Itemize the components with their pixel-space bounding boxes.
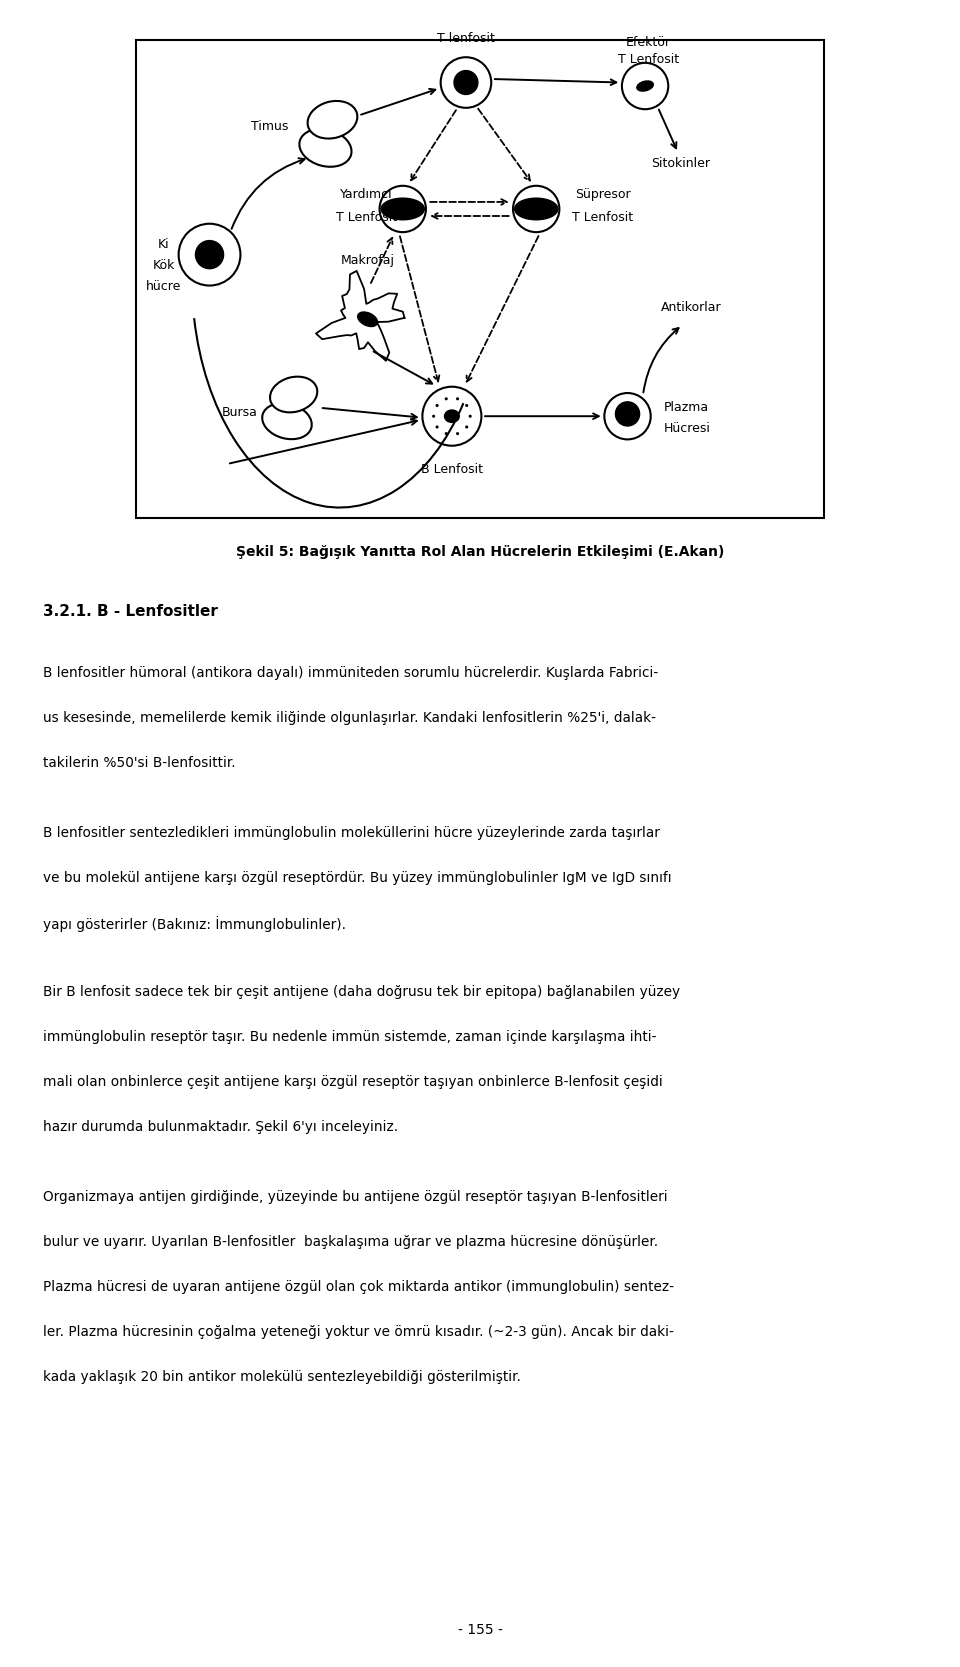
Circle shape xyxy=(468,415,471,418)
Circle shape xyxy=(444,397,447,400)
Text: 3.2.1. B - Lenfositler: 3.2.1. B - Lenfositler xyxy=(43,603,218,618)
Text: us kesesinde, memelilerde kemik iliğinde olgunlaşırlar. Kandaki lenfositlerin %2: us kesesinde, memelilerde kemik iliğinde… xyxy=(43,710,657,725)
Polygon shape xyxy=(316,272,404,360)
Circle shape xyxy=(444,432,447,435)
Text: T Lenfosit: T Lenfosit xyxy=(336,212,396,223)
Ellipse shape xyxy=(307,102,357,138)
Text: ve bu molekül antijene karşı özgül reseptördür. Bu yüzey immünglobulinler IgM ve: ve bu molekül antijene karşı özgül resep… xyxy=(43,870,672,885)
Circle shape xyxy=(466,403,468,407)
Circle shape xyxy=(196,240,224,268)
Ellipse shape xyxy=(444,410,459,422)
Ellipse shape xyxy=(270,377,318,412)
Text: Kök: Kök xyxy=(153,258,175,272)
Text: Bursa: Bursa xyxy=(222,407,257,418)
Circle shape xyxy=(622,63,668,110)
Circle shape xyxy=(379,185,426,232)
Text: T Lenfosit: T Lenfosit xyxy=(572,212,634,223)
Ellipse shape xyxy=(262,403,312,438)
Circle shape xyxy=(441,57,492,108)
Circle shape xyxy=(605,393,651,440)
Text: Makrofaj: Makrofaj xyxy=(341,255,395,267)
Text: Sitokinler: Sitokinler xyxy=(651,157,709,170)
Text: B Lenfosit: B Lenfosit xyxy=(420,462,483,475)
Text: B lenfositler sentezledikleri immünglobulin moleküllerini hücre yüzeylerinde zar: B lenfositler sentezledikleri immünglobu… xyxy=(43,825,660,840)
Text: mali olan onbinlerce çeşit antijene karşı özgül reseptör taşıyan onbinlerce B-le: mali olan onbinlerce çeşit antijene karş… xyxy=(43,1075,663,1089)
Text: Hücresi: Hücresi xyxy=(664,422,711,435)
Circle shape xyxy=(432,415,435,418)
Text: T Lenfosit: T Lenfosit xyxy=(618,53,679,67)
Text: Antikorlar: Antikorlar xyxy=(660,300,721,313)
Ellipse shape xyxy=(515,198,558,220)
Text: immünglobulin reseptör taşır. Bu nedenle immün sistemde, zaman içinde karşılaşma: immünglobulin reseptör taşır. Bu nedenle… xyxy=(43,1030,657,1044)
Text: T lenfosit: T lenfosit xyxy=(437,32,495,45)
Text: Şekil 5: Bağışık Yanıtta Rol Alan Hücrelerin Etkileşimi (E.Akan): Şekil 5: Bağışık Yanıtta Rol Alan Hücrel… xyxy=(236,545,724,560)
Text: kada yaklaşık 20 bin antikor molekülü sentezleyebildiği gösterilmiştir.: kada yaklaşık 20 bin antikor molekülü se… xyxy=(43,1370,521,1384)
Text: takilerin %50'si B-lenfosittir.: takilerin %50'si B-lenfosittir. xyxy=(43,755,236,770)
Text: Timus: Timus xyxy=(251,120,288,133)
Circle shape xyxy=(513,185,560,232)
Text: ler. Plazma hücresinin çoğalma yeteneği yoktur ve ömrü kısadır. (~2-3 gün). Anca: ler. Plazma hücresinin çoğalma yeteneği … xyxy=(43,1325,674,1339)
Circle shape xyxy=(422,387,481,445)
Circle shape xyxy=(436,425,439,428)
Text: hazır durumda bulunmaktadır. Şekil 6'yı inceleyiniz.: hazır durumda bulunmaktadır. Şekil 6'yı … xyxy=(43,1120,398,1134)
Text: Ki: Ki xyxy=(158,238,170,250)
Text: Süpresor: Süpresor xyxy=(575,188,631,202)
Text: Organizmaya antijen girdiğinde, yüzeyinde bu antijene özgül reseptör taşıyan B-l: Organizmaya antijen girdiğinde, yüzeyind… xyxy=(43,1190,668,1204)
Text: hücre: hücre xyxy=(146,280,181,293)
Circle shape xyxy=(179,223,240,285)
Circle shape xyxy=(466,425,468,428)
Circle shape xyxy=(454,70,478,95)
Ellipse shape xyxy=(381,198,424,220)
Text: Plazma: Plazma xyxy=(664,402,709,415)
Ellipse shape xyxy=(636,82,654,92)
Circle shape xyxy=(436,403,439,407)
Text: Bir B lenfosit sadece tek bir çeşit antijene (daha doğrusu tek bir epitopa) bağl: Bir B lenfosit sadece tek bir çeşit anti… xyxy=(43,985,681,999)
Text: yapı gösterirler (Bakınız: İmmunglobulinler).: yapı gösterirler (Bakınız: İmmunglobulin… xyxy=(43,915,347,932)
Text: - 155 -: - 155 - xyxy=(458,1624,502,1637)
Circle shape xyxy=(615,402,639,427)
Ellipse shape xyxy=(300,128,351,167)
Circle shape xyxy=(456,432,459,435)
Circle shape xyxy=(456,397,459,400)
Text: B lenfositler hümoral (antikora dayalı) immüniteden sorumlu hücrelerdir. Kuşlard: B lenfositler hümoral (antikora dayalı) … xyxy=(43,665,659,680)
Ellipse shape xyxy=(358,312,377,327)
Text: Efektör: Efektör xyxy=(626,37,671,50)
Text: Yardımcı: Yardımcı xyxy=(340,188,393,202)
Text: bulur ve uyarır. Uyarılan B-lenfositler  başkalaşıma uğrar ve plazma hücresine d: bulur ve uyarır. Uyarılan B-lenfositler … xyxy=(43,1235,659,1249)
Text: Plazma hücresi de uyaran antijene özgül olan çok miktarda antikor (immunglobulin: Plazma hücresi de uyaran antijene özgül … xyxy=(43,1280,674,1294)
